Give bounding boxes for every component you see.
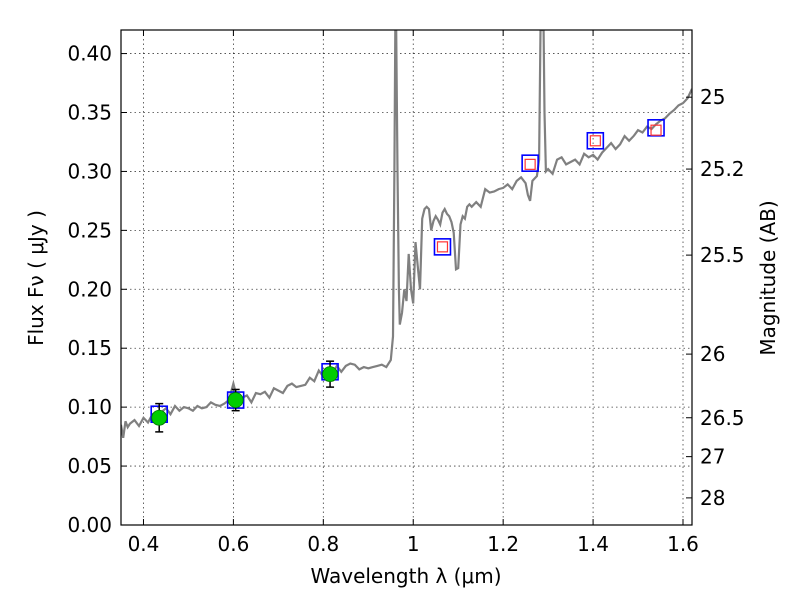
model-point-blue [586, 131, 605, 150]
observed-point [151, 409, 168, 426]
x-tick-label: 0.4 [128, 532, 160, 556]
y-tick-label: 0.40 [67, 42, 112, 66]
model-point-blue [521, 154, 539, 172]
y-tick-label: 0.25 [67, 218, 112, 242]
spectrum-line-group [121, 30, 692, 438]
plot-frame [120, 29, 693, 526]
y-tick-label: 0.15 [67, 336, 112, 360]
y2-tick-label: 28 [700, 486, 725, 510]
model-point-blue [647, 119, 665, 137]
model-point-red [589, 135, 601, 147]
y-tick-label: 0.05 [67, 454, 112, 478]
x-tick-label: 0.6 [217, 532, 249, 556]
x-tick-label: 1.4 [577, 532, 609, 556]
model-point-blue [433, 238, 452, 256]
y2-tick-label: 25 [700, 85, 725, 109]
y2-tick-label: 25.2 [700, 157, 745, 181]
observed-point [227, 392, 244, 408]
y2-tick-label: 26 [700, 342, 725, 366]
y-axis-label: Flux Fν ( μJy ) [24, 210, 48, 346]
y2-tick-label: 26.5 [700, 406, 745, 430]
model-point-red [436, 241, 449, 253]
model-point-red [524, 158, 536, 170]
y-tick-label: 0.30 [67, 159, 112, 183]
x-tick-label: 0.8 [307, 532, 339, 556]
y-tick-label: 0.10 [67, 395, 112, 419]
x-tick-label: 1.2 [487, 532, 519, 556]
x-tick-label: 1.6 [667, 532, 699, 556]
y2-tick-label: 27 [700, 445, 725, 469]
grid [121, 30, 692, 526]
x-axis-label: Wavelength λ (μm) [310, 564, 501, 588]
y2-axis-label: Magnitude (AB) [756, 200, 780, 355]
ticks: 0.4 0.6 0.8 1 1.2 1.4 1.6 0.00 0.05 0.10 0.15 0.20 0… [67, 30, 745, 556]
y-tick-label: 0.20 [67, 277, 112, 301]
photometry-markers [150, 119, 665, 433]
y2-tick-label: 25.5 [700, 243, 745, 267]
y-tick-label: 0.00 [67, 513, 112, 537]
observed-point [322, 366, 338, 383]
y-tick-label: 0.35 [67, 101, 112, 125]
model-point-red [650, 124, 662, 136]
x-tick-label: 1 [407, 532, 420, 556]
spectrum-line [121, 30, 692, 438]
